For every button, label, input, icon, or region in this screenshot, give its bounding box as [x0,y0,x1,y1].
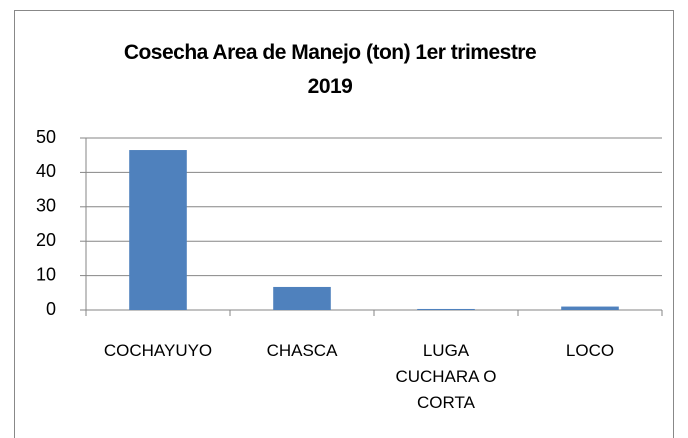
x-tick-label: CHASCA [266,341,338,360]
x-tick-label-box: CHASCA [230,338,374,364]
bar [273,286,331,310]
y-tick-label: 40 [36,161,56,181]
bar [129,150,187,310]
x-tick-label-box: LUGA CUCHARA O CORTA [374,338,518,416]
y-tick-label: 20 [36,230,56,250]
x-tick-label: LUGA CUCHARA O CORTA [395,341,497,412]
x-tick-label: LOCO [565,341,615,360]
chart-title: Cosecha Area de Manejo (ton) 1er trimest… [123,41,537,98]
chart-frame [14,10,674,438]
x-tick-label: COCHAYUYO [103,341,213,360]
y-tick-label: 10 [36,264,56,284]
bar [417,308,475,310]
y-tick-label: 30 [36,196,56,216]
bar [561,306,619,310]
x-tick-label-box: COCHAYUYO [86,338,230,364]
y-tick-label: 0 [46,299,56,319]
x-tick-label-box: LOCO [518,338,662,364]
y-tick-label: 50 [36,127,56,147]
